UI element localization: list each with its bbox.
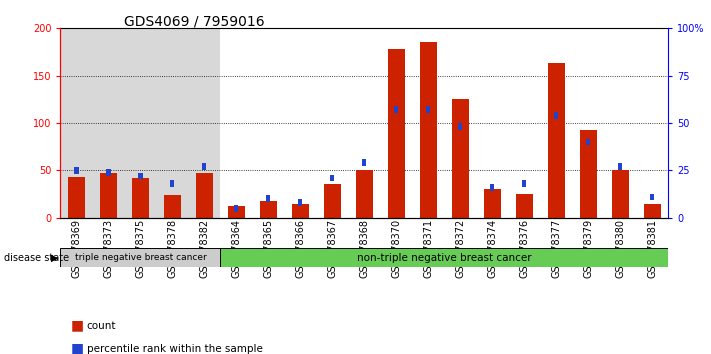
Bar xyxy=(235,205,238,212)
Bar xyxy=(68,177,85,218)
Bar xyxy=(540,28,572,218)
Bar xyxy=(220,248,668,267)
Bar xyxy=(132,178,149,218)
Bar xyxy=(299,199,302,206)
Bar xyxy=(124,28,156,218)
Bar xyxy=(363,159,366,166)
Bar xyxy=(380,28,412,218)
Bar xyxy=(228,206,245,218)
Bar xyxy=(164,195,181,218)
Bar xyxy=(139,173,142,179)
Bar xyxy=(156,28,188,218)
Text: percentile rank within the sample: percentile rank within the sample xyxy=(87,344,262,354)
Bar xyxy=(196,173,213,218)
Bar xyxy=(555,112,558,119)
Bar xyxy=(636,28,668,218)
Bar xyxy=(579,130,597,218)
Bar xyxy=(220,28,252,218)
Bar xyxy=(60,28,92,218)
Text: non-triple negative breast cancer: non-triple negative breast cancer xyxy=(357,252,532,263)
Bar xyxy=(483,189,501,218)
Bar xyxy=(643,204,661,218)
Bar xyxy=(412,28,444,218)
Bar xyxy=(316,28,348,218)
Bar xyxy=(203,163,206,170)
Bar xyxy=(444,28,476,218)
Text: ■: ■ xyxy=(71,319,84,333)
Text: count: count xyxy=(87,321,116,331)
Bar xyxy=(587,139,590,145)
Bar xyxy=(619,163,622,170)
Bar xyxy=(387,49,405,218)
Bar xyxy=(267,195,270,202)
Bar xyxy=(427,107,430,113)
Bar xyxy=(292,205,309,218)
Bar xyxy=(523,180,526,187)
Bar xyxy=(356,170,373,218)
Bar xyxy=(476,28,508,218)
Bar xyxy=(459,124,462,130)
Bar xyxy=(604,28,636,218)
Bar xyxy=(611,170,629,218)
Bar xyxy=(348,28,380,218)
Bar xyxy=(419,41,437,218)
Bar xyxy=(171,180,174,187)
Text: GDS4069 / 7959016: GDS4069 / 7959016 xyxy=(124,14,265,28)
Text: ▶: ▶ xyxy=(51,253,59,263)
Bar xyxy=(508,28,540,218)
Bar xyxy=(284,28,316,218)
Bar xyxy=(60,248,220,267)
Text: ■: ■ xyxy=(71,342,84,354)
Bar xyxy=(547,63,565,218)
Bar xyxy=(515,194,533,218)
Bar xyxy=(252,28,284,218)
Bar xyxy=(100,173,117,218)
Bar xyxy=(331,175,334,181)
Text: triple negative breast cancer: triple negative breast cancer xyxy=(75,253,206,262)
Bar xyxy=(651,194,654,200)
Bar xyxy=(451,99,469,218)
Bar xyxy=(107,169,110,176)
Bar xyxy=(395,107,398,113)
Bar xyxy=(92,28,124,218)
Bar xyxy=(324,184,341,218)
Bar xyxy=(491,184,494,191)
Bar xyxy=(75,167,78,174)
Text: disease state: disease state xyxy=(4,253,69,263)
Bar xyxy=(188,28,220,218)
Bar xyxy=(260,201,277,218)
Bar xyxy=(572,28,604,218)
